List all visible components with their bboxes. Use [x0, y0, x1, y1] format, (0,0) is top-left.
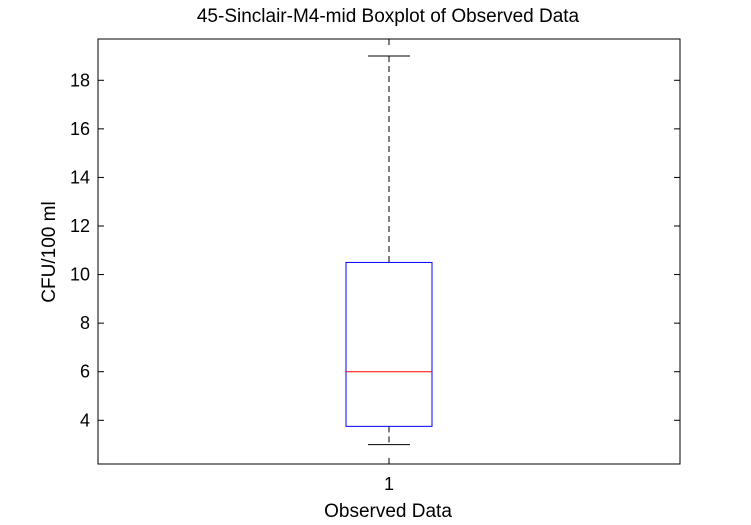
y-tick-label: 6 — [80, 362, 90, 382]
chart-title: 45-Sinclair-M4-mid Boxplot of Observed D… — [197, 6, 580, 27]
y-tick-label: 4 — [80, 410, 90, 430]
y-tick-label: 16 — [70, 119, 90, 139]
y-tick-label: 18 — [70, 70, 90, 90]
x-axis-label: Observed Data — [324, 501, 452, 522]
x-axis: 1 — [384, 39, 394, 494]
y-tick-label: 14 — [70, 167, 90, 187]
y-tick-label: 10 — [70, 265, 90, 285]
x-tick-label: 1 — [384, 474, 394, 494]
y-tick-label: 8 — [80, 313, 90, 333]
box-series — [345, 55, 433, 446]
y-tick-label: 12 — [70, 216, 90, 236]
y-axis-label: CFU/100 ml — [39, 201, 60, 302]
iqr-box — [345, 261, 433, 427]
y-axis: 4 6 8 10 12 14 16 18 — [70, 70, 680, 430]
